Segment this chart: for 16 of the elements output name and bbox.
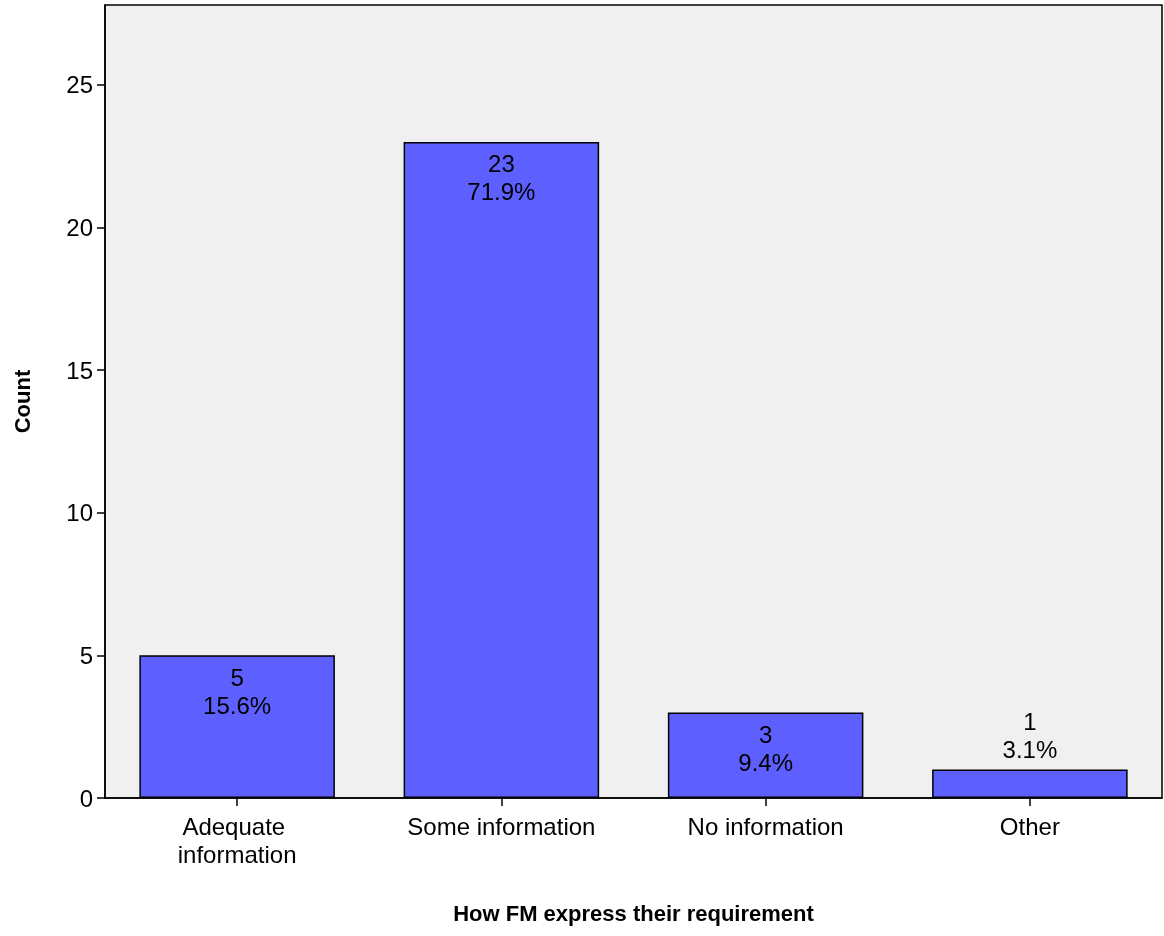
x-tick-label: Other: [999, 812, 1060, 840]
y-tick-label: 25: [66, 71, 93, 99]
y-axis-title: Count: [9, 369, 35, 434]
x-tick-label: Some information: [407, 812, 596, 840]
data-label: 1 3.1%: [1002, 707, 1058, 763]
x-tick-label: No information: [687, 812, 844, 840]
y-tick-label: 0: [79, 784, 93, 812]
y-tick-label: 10: [66, 499, 93, 527]
y-tick-label: 20: [66, 214, 93, 241]
data-label: 5 15.6%: [203, 663, 272, 719]
y-tick-label: 5: [79, 641, 93, 669]
x-axis-title: How FM express their requirement: [453, 900, 815, 926]
data-label: 23 71.9%: [467, 150, 536, 206]
data-label: 3 9.4%: [738, 720, 793, 776]
x-tick-label: Adequate information: [177, 812, 297, 868]
y-tick-label: 15: [66, 356, 93, 384]
